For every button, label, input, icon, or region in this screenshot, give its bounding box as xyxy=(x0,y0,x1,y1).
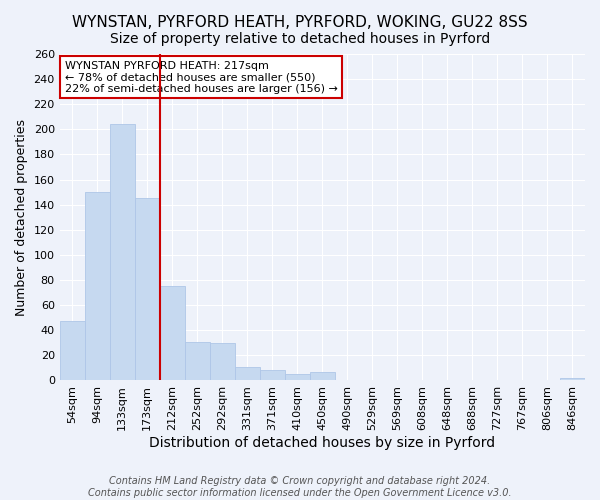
Bar xyxy=(160,286,185,380)
Bar xyxy=(210,343,235,380)
Bar xyxy=(135,198,160,380)
Bar xyxy=(310,372,335,380)
Text: WYNSTAN PYRFORD HEATH: 217sqm
← 78% of detached houses are smaller (550)
22% of : WYNSTAN PYRFORD HEATH: 217sqm ← 78% of d… xyxy=(65,60,338,94)
Bar xyxy=(260,370,285,380)
Y-axis label: Number of detached properties: Number of detached properties xyxy=(15,118,28,316)
Bar xyxy=(85,192,110,380)
Bar xyxy=(59,322,85,380)
Bar xyxy=(235,366,260,380)
Bar xyxy=(110,124,135,380)
Bar xyxy=(285,374,310,380)
Bar xyxy=(185,342,210,380)
Text: WYNSTAN, PYRFORD HEATH, PYRFORD, WOKING, GU22 8SS: WYNSTAN, PYRFORD HEATH, PYRFORD, WOKING,… xyxy=(72,15,528,30)
Bar xyxy=(560,378,585,380)
Text: Size of property relative to detached houses in Pyrford: Size of property relative to detached ho… xyxy=(110,32,490,46)
Text: Contains HM Land Registry data © Crown copyright and database right 2024.
Contai: Contains HM Land Registry data © Crown c… xyxy=(88,476,512,498)
X-axis label: Distribution of detached houses by size in Pyrford: Distribution of detached houses by size … xyxy=(149,436,496,450)
